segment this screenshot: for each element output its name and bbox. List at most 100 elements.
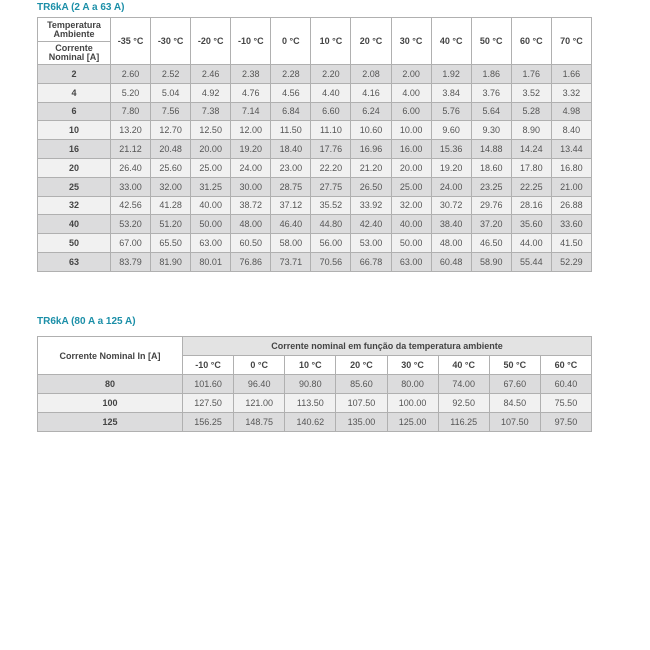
table-cell: 80.01: [190, 251, 232, 272]
table-cell: 3.76: [470, 82, 512, 103]
table-cell: 3.84: [430, 82, 472, 103]
table-cell: 53.20: [109, 214, 152, 235]
column-header: 30 °C: [390, 17, 432, 65]
table-cell: 25.00: [190, 157, 232, 178]
table-cell: 63.00: [390, 251, 432, 272]
table-row: 125 156.25 148.75 140.62 135.00 125.00 116.25 1…: [37, 412, 593, 432]
table-cell: 74.00: [437, 374, 490, 394]
row-header: 100: [37, 393, 183, 413]
table-cell: 20.48: [150, 139, 192, 159]
table-cell: 4.16: [350, 82, 392, 103]
column-header: 10 °C: [284, 355, 337, 375]
table-cell: 4.00: [390, 82, 432, 103]
column-header: -10 °C: [181, 355, 235, 375]
table-cell: 4.40: [310, 82, 352, 103]
table-cell: 16.80: [550, 157, 593, 178]
table-cell: 35.52: [310, 195, 352, 216]
table-cell: 33.92: [350, 195, 392, 216]
table-cell: 7.80: [109, 101, 152, 122]
column-header: 50 °C: [488, 355, 541, 375]
table-cell: 31.25: [190, 176, 232, 197]
table-cell: 12.50: [190, 120, 232, 141]
table-cell: 2.60: [109, 64, 152, 84]
table-cell: 6.24: [350, 101, 392, 122]
table-cell: 52.29: [550, 251, 593, 272]
table-cell: 10.60: [350, 120, 392, 141]
table-cell: 23.25: [470, 176, 512, 197]
table-cell: 44.80: [310, 214, 352, 235]
row-header: 40: [37, 214, 111, 235]
table-cell: 2.38: [230, 64, 272, 84]
table-cell: 9.30: [470, 120, 512, 141]
table-cell: 2.28: [270, 64, 312, 84]
table-cell: 4.98: [550, 101, 593, 122]
table-cell: 113.50: [284, 393, 337, 413]
table-cell: 97.50: [539, 412, 593, 432]
table-cell: 3.32: [550, 82, 593, 103]
table-cell: 13.44: [550, 139, 593, 159]
table-cell: 46.40: [270, 214, 312, 235]
table-cell: 1.76: [510, 64, 552, 84]
table-row: 20 26.40 25.60 25.00 24.00 23.00 22.20 21.20 20.…: [37, 157, 593, 178]
table-cell: 92.50: [437, 393, 490, 413]
table-cell: 18.60: [470, 157, 512, 178]
table-cell: 28.16: [510, 195, 552, 216]
table-cell: 26.50: [350, 176, 392, 197]
table-cell: 5.20: [109, 82, 152, 103]
table-cell: 37.12: [270, 195, 312, 216]
table-cell: 2.08: [350, 64, 392, 84]
row-header: 10: [37, 120, 111, 141]
table-cell: 37.20: [470, 214, 512, 235]
table-row: 63 83.79 81.90 80.01 76.86 73.71 70.56 66.78 63.…: [37, 251, 593, 272]
table-cell: 85.60: [335, 374, 388, 394]
table-cell: 3.52: [510, 82, 552, 103]
table-cell: 107.50: [335, 393, 388, 413]
table-row: 80 101.60 96.40 90.80 85.60 80.00 74.00 67.60 60…: [37, 374, 593, 394]
column-header: 20 °C: [350, 17, 392, 65]
column-header: 0 °C: [270, 17, 312, 65]
column-header: 70 °C: [550, 17, 593, 65]
table-cell: 140.62: [284, 412, 337, 432]
table-cell: 33.60: [550, 214, 593, 235]
table-row: 100 127.50 121.00 113.50 107.50 100.00 92.50 84…: [37, 393, 593, 413]
table-cell: 4.76: [230, 82, 272, 103]
table-cell: 2.20: [310, 64, 352, 84]
column-header: 30 °C: [386, 355, 439, 375]
table-cell: 17.80: [510, 157, 552, 178]
table-row: 25 33.00 32.00 31.25 30.00 28.75 27.75 26.50 25.…: [37, 176, 593, 197]
column-header: -30 °C: [150, 17, 192, 65]
table-cell: 66.78: [350, 251, 392, 272]
row-header: 125: [37, 412, 183, 432]
table-cell: 63.00: [190, 233, 232, 253]
table-cell: 29.76: [470, 195, 512, 216]
nominal-current-label: Corrente Nominal [A]: [48, 42, 100, 62]
table-row: 32 42.56 41.28 40.00 38.72 37.12 35.52 33.92 32.…: [37, 195, 593, 216]
table-cell: 81.90: [150, 251, 192, 272]
table-cell: 58.90: [470, 251, 512, 272]
table-row: 10 13.20 12.70 12.50 12.00 11.50 11.10 10.60 10.…: [37, 120, 593, 141]
table-cell: 67.00: [109, 233, 152, 253]
table-cell: 21.00: [550, 176, 593, 197]
table-cell: 2.46: [190, 64, 232, 84]
table-cell: 127.50: [181, 393, 235, 413]
table-cell: 156.25: [181, 412, 235, 432]
table-row: 16 21.12 20.48 20.00 19.20 18.40 17.76 16.96 16.…: [37, 139, 593, 159]
table1-title: TR6kA (2 A a 63 A): [37, 2, 125, 13]
table-cell: 42.56: [109, 195, 152, 216]
table-cell: 67.60: [488, 374, 541, 394]
rating-table-2-63a: Temperatura Ambiente Corrente Nominal [A…: [37, 17, 593, 272]
table-cell: 6.60: [310, 101, 352, 122]
table-cell: 21.20: [350, 157, 392, 178]
row-header: 63: [37, 251, 111, 272]
table-cell: 2.52: [150, 64, 192, 84]
column-header: 40 °C: [437, 355, 490, 375]
table-cell: 8.90: [510, 120, 552, 141]
table-cell: 58.00: [270, 233, 312, 253]
table-cell: 15.36: [430, 139, 472, 159]
table-cell: 33.00: [109, 176, 152, 197]
table-cell: 24.00: [230, 157, 272, 178]
table-cell: 1.86: [470, 64, 512, 84]
row-header: 16: [37, 139, 111, 159]
table-cell: 17.76: [310, 139, 352, 159]
table-cell: 84.50: [488, 393, 541, 413]
